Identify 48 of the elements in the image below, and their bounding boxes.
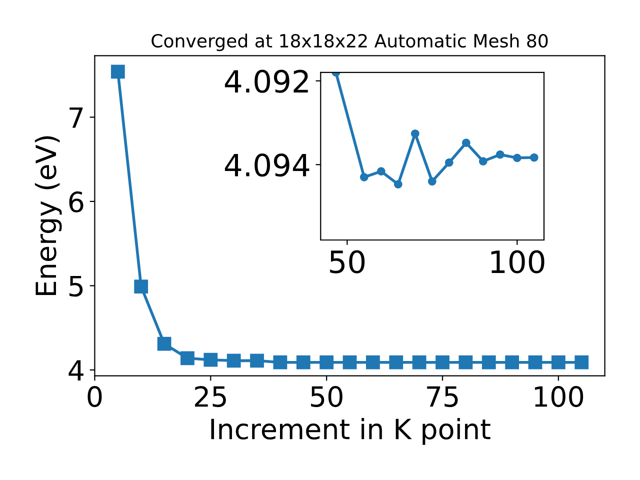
point bbox=[204, 352, 218, 367]
point bbox=[462, 138, 470, 148]
point bbox=[458, 355, 473, 370]
x-tick-label: 0 bbox=[88, 386, 102, 408]
point bbox=[530, 153, 538, 162]
point bbox=[482, 355, 496, 370]
point bbox=[428, 177, 436, 186]
x-tick-label: 25 bbox=[195, 386, 226, 408]
y-tick-label: 4.092 bbox=[224, 70, 308, 93]
point bbox=[436, 355, 450, 370]
point bbox=[505, 355, 520, 370]
y-tick-label: 4 bbox=[68, 360, 84, 380]
point bbox=[551, 355, 566, 370]
point bbox=[366, 355, 380, 370]
point bbox=[444, 158, 454, 167]
y-tick-label: 4.094 bbox=[224, 154, 310, 177]
x-tick-label: 50 bbox=[330, 250, 365, 274]
x-axis-title: Increment in K point bbox=[211, 418, 490, 445]
point bbox=[296, 355, 310, 370]
point bbox=[574, 355, 589, 370]
y-tick-label: 5 bbox=[69, 276, 83, 297]
point bbox=[410, 129, 420, 138]
x-tick-label: 100 bbox=[534, 386, 584, 408]
x-tick-label: 50 bbox=[311, 386, 342, 408]
point bbox=[157, 336, 172, 351]
point bbox=[134, 280, 148, 294]
point bbox=[273, 355, 288, 370]
point bbox=[389, 355, 404, 370]
point bbox=[180, 351, 194, 366]
point bbox=[478, 157, 488, 166]
point bbox=[320, 355, 334, 370]
point bbox=[528, 355, 542, 370]
point bbox=[226, 354, 241, 368]
point bbox=[394, 180, 402, 188]
point bbox=[376, 167, 386, 176]
y-tick-label: 6 bbox=[69, 191, 84, 212]
x-tick-label: 75 bbox=[427, 386, 458, 408]
point bbox=[342, 355, 357, 370]
chart-title: Converged at 18x18x22 Automatic Mesh 80 bbox=[152, 34, 548, 52]
y-tick-label: 7 bbox=[70, 107, 83, 128]
point bbox=[360, 173, 368, 182]
point bbox=[250, 354, 264, 368]
point bbox=[496, 150, 504, 159]
point bbox=[110, 64, 125, 79]
y-axis-title: Energy (eV) bbox=[34, 136, 62, 295]
point bbox=[412, 355, 426, 370]
point bbox=[512, 154, 522, 162]
x-tick-label: 100 bbox=[491, 250, 544, 274]
